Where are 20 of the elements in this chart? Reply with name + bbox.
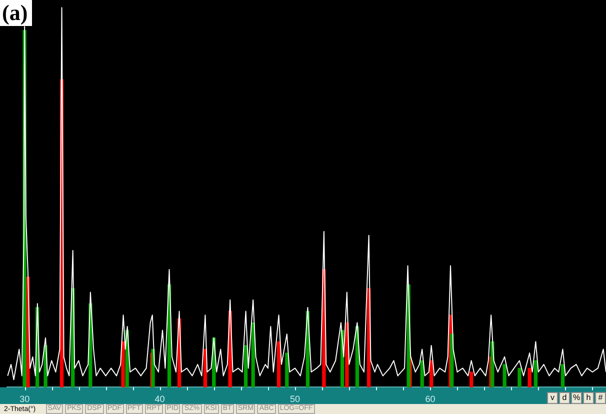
bar	[560, 364, 565, 388]
bar	[502, 364, 506, 388]
x-tick-label: 30	[20, 394, 30, 404]
bar	[518, 368, 522, 388]
x-tick-label: 40	[154, 394, 165, 404]
text: h	[583, 392, 594, 404]
bar	[276, 341, 281, 388]
x-tick-label: 50	[290, 394, 300, 404]
text: v	[547, 392, 558, 404]
bar	[469, 372, 474, 388]
chart-title: (a)	[0, 0, 32, 26]
text: d	[559, 392, 570, 404]
text: #	[595, 392, 606, 404]
text: %	[571, 392, 582, 404]
bar	[528, 368, 532, 388]
bar	[244, 345, 248, 388]
x-tick-label: 60	[425, 394, 436, 404]
bar	[121, 341, 125, 388]
bar	[285, 352, 289, 388]
bar	[534, 360, 538, 388]
